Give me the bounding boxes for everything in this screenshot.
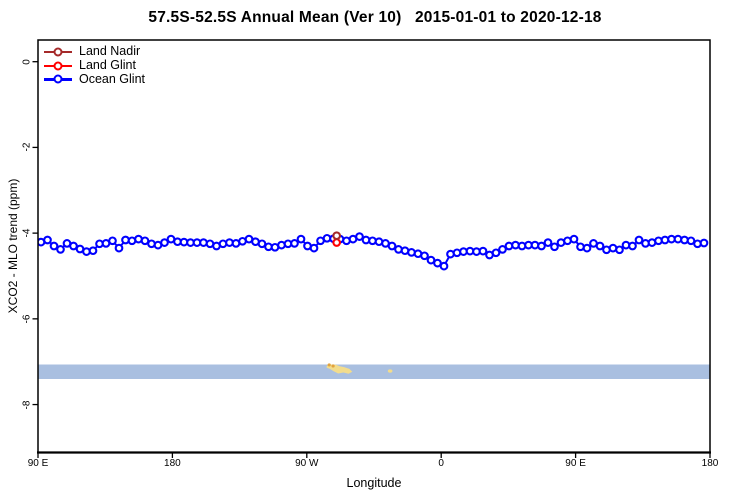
ocean-glint-point [108, 236, 117, 246]
ocean-glint-point [634, 235, 644, 245]
map-strip [38, 363, 710, 379]
map-strip-dot [331, 364, 335, 368]
x-tick-label: 90 W [295, 458, 319, 469]
ocean-glint-point [309, 243, 319, 253]
map-strip-land-south-georgia [387, 369, 393, 373]
ocean-glint-point [628, 241, 637, 251]
map-strip-dot [327, 363, 331, 367]
ocean-glint-point [114, 243, 124, 253]
map-strip-ocean [38, 364, 710, 379]
legend: Land Nadir Land Glint Ocean Glint [44, 44, 146, 87]
ocean-glint-point [550, 242, 559, 252]
ocean-glint-point [478, 246, 488, 256]
ocean-glint-marker-icon [44, 74, 72, 84]
ocean-glint-point [595, 241, 605, 251]
x-tick-label: 180 [701, 458, 719, 469]
x-tick-label: 180 [164, 458, 181, 469]
legend-label: Land Nadir [79, 44, 141, 58]
ocean-glint-point [69, 241, 78, 251]
ocean-glint-point [699, 238, 709, 248]
series-ocean-glint [38, 232, 709, 271]
ocean-glint-point [257, 239, 267, 249]
x-tick-label: 0 [438, 458, 444, 469]
legend-label: Ocean Glint [79, 71, 146, 86]
legend-item-land-nadir: Land Nadir [44, 44, 145, 59]
legend-label: Land Glint [79, 57, 136, 72]
ocean-glint-point [426, 255, 436, 265]
ocean-glint-point [290, 239, 299, 248]
land-glint-marker-icon [44, 61, 72, 71]
ocean-glint-point [433, 258, 442, 268]
y-axis-title: XCO2 - MLO trend (ppm) [6, 178, 20, 314]
legend-item-land-glint: Land Glint [44, 57, 145, 73]
ocean-glint-point [615, 245, 624, 255]
y-tick-label: 0 [21, 58, 33, 65]
ocean-glint-point [569, 234, 579, 244]
y-tick-label: -2 [21, 142, 33, 152]
x-axis-title: Longitude [346, 476, 402, 490]
y-tick-label: -4 [21, 228, 33, 238]
ocean-glint-point [420, 251, 429, 261]
ocean-glint-point [491, 248, 501, 258]
ocean-glint-point [537, 241, 546, 251]
ocean-glint-point [439, 261, 449, 271]
ocean-glint-point [543, 238, 553, 247]
y-tick-label: -6 [21, 314, 33, 324]
land-nadir-point [332, 231, 342, 241]
ocean-glint-point [56, 245, 65, 254]
chart-title: 57.5S-52.5S Annual Mean (Ver 10) 2015-01… [148, 9, 602, 26]
ocean-glint-point [88, 246, 98, 256]
ocean-glint-point [49, 241, 59, 251]
ocean-glint-point [140, 236, 150, 246]
x-tick-label: 90 E [565, 458, 586, 469]
legend-item-ocean-glint: Ocean Glint [44, 71, 146, 87]
ocean-glint-point [43, 235, 52, 245]
ocean-glint-point [296, 234, 306, 244]
ocean-glint-point [498, 245, 507, 254]
land-nadir-marker-icon [44, 47, 72, 57]
x-tick-label: 90 E [27, 458, 49, 469]
ocean-glint-point [355, 232, 364, 241]
y-tick-label: -8 [21, 400, 33, 409]
land-glint-point [332, 238, 342, 247]
ocean-glint-point [582, 243, 592, 253]
ocean-glint-point [160, 238, 169, 247]
ocean-glint-point [387, 241, 397, 251]
ocean-glint-point [686, 236, 696, 246]
